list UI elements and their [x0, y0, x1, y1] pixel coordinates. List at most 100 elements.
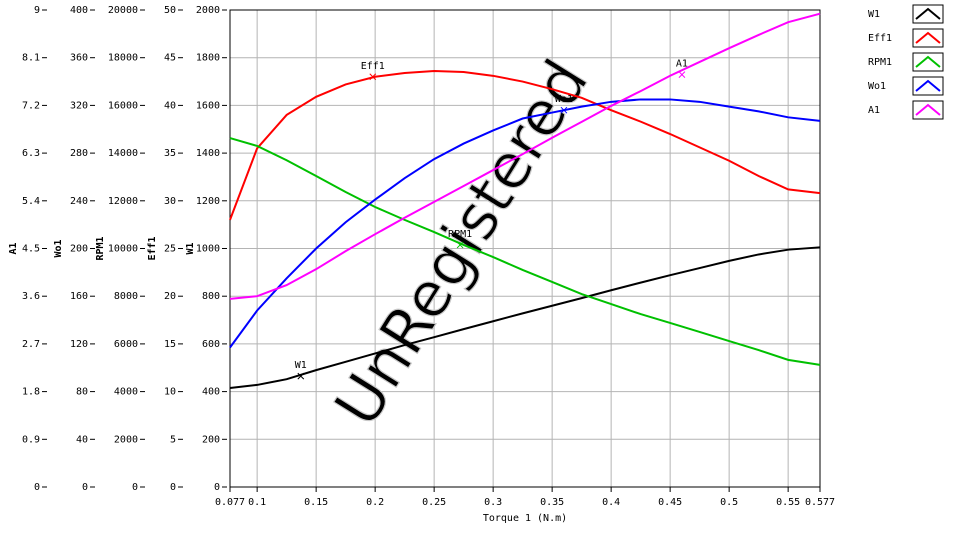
x-tick-label: 0.15	[304, 497, 328, 508]
y-tick-label: 320	[70, 100, 88, 111]
y-tick-label: 20	[164, 291, 176, 302]
legend-box	[912, 28, 944, 48]
marker-stroke	[678, 71, 686, 79]
legend-label: Eff1	[868, 33, 892, 44]
y-tick-label: 0	[214, 482, 220, 493]
x-tick-label: 0.2	[366, 497, 384, 508]
y-tick-label: 400	[202, 387, 220, 398]
y-tick-label: 2000	[196, 5, 220, 16]
x-axis-title: Torque 1 (N.m)	[483, 513, 567, 524]
legend-box	[912, 4, 944, 24]
y-tick-label: 0	[132, 482, 138, 493]
y-axis-title: A1	[8, 242, 19, 254]
y-tick-label: 800	[202, 291, 220, 302]
plot-frame	[229, 9, 821, 488]
x-tick-label: 0.1	[248, 497, 266, 508]
y-tick-label: 600	[202, 339, 220, 350]
annotation-label: Wo1	[555, 94, 573, 105]
marker-stroke	[297, 372, 305, 380]
legend-box	[912, 100, 944, 120]
annotation-marker	[560, 106, 568, 114]
series-line	[229, 12, 821, 300]
y-tick-label: 1200	[196, 196, 220, 207]
legend-swatch	[915, 55, 941, 68]
y-tick-label: 5.4	[22, 196, 40, 207]
legend-label: Wo1	[868, 81, 886, 92]
y-tick-label: 3.6	[22, 291, 40, 302]
legend-label: RPM1	[868, 57, 892, 68]
y-tick-label: 6.3	[22, 148, 40, 159]
y-tick-label: 0	[34, 482, 40, 493]
y-tick-label: 400	[70, 5, 88, 16]
y-axis-title: W1	[185, 242, 196, 254]
x-tick-label: 0.25	[422, 497, 446, 508]
y-tick-label: 4000	[114, 387, 138, 398]
legend-box	[912, 52, 944, 72]
y-tick-label: 2.7	[22, 339, 40, 350]
y-tick-label: 360	[70, 53, 88, 64]
y-tick-label: 0	[170, 482, 176, 493]
y-tick-label: 40	[164, 100, 176, 111]
y-tick-label: 30	[164, 196, 176, 207]
y-tick-label: 16000	[108, 100, 138, 111]
y-tick-label: 1.8	[22, 387, 40, 398]
annotation-label: Eff1	[361, 61, 385, 72]
legend-label: A1	[868, 105, 880, 116]
annotation-marker	[678, 71, 686, 79]
x-tick-label: 0.5	[720, 497, 738, 508]
legend-label: W1	[868, 9, 880, 20]
y-tick-label: 240	[70, 196, 88, 207]
y-tick-label: 14000	[108, 148, 138, 159]
series-line	[229, 98, 821, 349]
y-tick-label: 1800	[196, 53, 220, 64]
y-tick-label: 45	[164, 53, 176, 64]
y-axis-title: Eff1	[147, 236, 158, 260]
y-tick-label: 4.5	[22, 244, 40, 255]
legend-swatch	[915, 7, 941, 20]
y-tick-label: 1000	[196, 244, 220, 255]
marker-stroke	[456, 241, 464, 249]
y-tick-label: 0	[82, 482, 88, 493]
legend-swatch	[915, 31, 941, 44]
y-tick-label: 50	[164, 5, 176, 16]
y-tick-label: 40	[76, 434, 88, 445]
y-axis-title: RPM1	[95, 236, 106, 260]
y-tick-label: 1600	[196, 100, 220, 111]
y-tick-label: 25	[164, 244, 176, 255]
x-tick-label: 0.4	[602, 497, 620, 508]
x-tick-label: 0.577	[805, 497, 835, 508]
y-tick-label: 20000	[108, 5, 138, 16]
x-tick-label: 0.35	[540, 497, 564, 508]
legend-swatch	[915, 79, 941, 92]
annotation-label: A1	[676, 59, 688, 70]
y-tick-label: 280	[70, 148, 88, 159]
y-tick-label: 8000	[114, 291, 138, 302]
series-line	[229, 70, 821, 221]
annotation-marker	[456, 241, 464, 249]
legend-box	[912, 76, 944, 96]
y-tick-label: 10000	[108, 244, 138, 255]
y-tick-label: 80	[76, 387, 88, 398]
y-tick-label: 200	[70, 244, 88, 255]
y-tick-label: 35	[164, 148, 176, 159]
series-line	[229, 137, 821, 366]
y-tick-label: 15	[164, 339, 176, 350]
y-tick-label: 200	[202, 434, 220, 445]
x-tick-label: 0.3	[484, 497, 502, 508]
y-tick-label: 1400	[196, 148, 220, 159]
x-tick-label: 0.55	[776, 497, 800, 508]
y-tick-label: 8.1	[22, 53, 40, 64]
y-tick-label: 5	[170, 434, 176, 445]
annotation-label: W1	[295, 360, 307, 371]
y-tick-label: 10	[164, 387, 176, 398]
y-axis-title: Wo1	[53, 239, 64, 257]
y-tick-label: 18000	[108, 53, 138, 64]
x-tick-label: 0.077	[215, 497, 245, 508]
marker-stroke	[369, 73, 377, 81]
y-tick-label: 160	[70, 291, 88, 302]
y-tick-label: 6000	[114, 339, 138, 350]
annotation-marker	[297, 372, 305, 380]
y-tick-label: 9	[34, 5, 40, 16]
